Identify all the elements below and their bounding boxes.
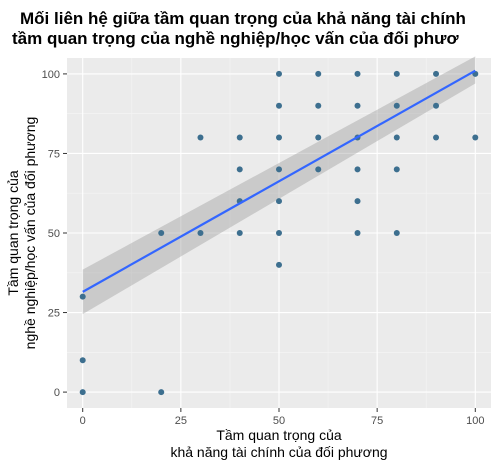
data-point	[315, 166, 322, 173]
data-point	[433, 134, 440, 141]
data-point	[393, 166, 400, 173]
data-point	[236, 166, 243, 173]
x-tick-label: 50	[273, 415, 285, 427]
data-point	[315, 134, 322, 141]
x-tick-label: 0	[80, 415, 86, 427]
x-axis-title-line-1: Tầm quan trọng của	[216, 427, 342, 443]
y-tick-label: 0	[54, 387, 60, 399]
data-point	[276, 70, 282, 77]
y-tick-label: 100	[42, 69, 60, 81]
data-point	[197, 230, 204, 236]
chart-title-line-1: Mối liên hệ giữa tầm quan trọng của khả …	[20, 9, 466, 28]
data-point	[315, 102, 322, 109]
confidence-band	[82, 56, 476, 315]
data-point	[276, 198, 282, 205]
data-point	[197, 134, 204, 141]
data-point	[276, 102, 282, 109]
chart-title-line-2: tầm quan trọng của nghề nghiệp/học vấn c…	[12, 29, 459, 48]
regression-line	[82, 69, 476, 293]
data-point	[236, 230, 243, 236]
data-point	[354, 198, 361, 205]
data-point	[472, 134, 479, 141]
data-point	[393, 134, 400, 141]
x-axis-title-line-2: khả năng tài chính của đối phương	[170, 444, 387, 460]
data-point	[354, 102, 361, 109]
x-axis-ticks: 0 25 50 75 100	[80, 408, 484, 427]
y-axis-ticks: 0 25 50 75 100	[42, 69, 67, 399]
data-point	[315, 70, 322, 77]
data-point	[276, 134, 282, 141]
data-point	[276, 230, 282, 236]
data-point	[236, 134, 243, 141]
fit-line-layer	[82, 69, 476, 293]
confidence-band-layer	[82, 56, 476, 315]
data-point	[354, 166, 361, 173]
data-point	[79, 389, 86, 396]
x-tick-label: 75	[371, 415, 383, 427]
y-tick-label: 75	[48, 148, 60, 160]
y-tick-label: 50	[48, 228, 60, 240]
data-point	[393, 230, 400, 236]
data-point	[354, 70, 361, 77]
data-point	[79, 293, 86, 300]
y-tick-label: 25	[48, 308, 60, 320]
data-point	[79, 357, 86, 364]
data-point	[276, 261, 282, 268]
data-point	[354, 230, 361, 236]
data-point	[393, 70, 400, 77]
data-point	[158, 230, 165, 236]
y-axis-title-line-1: Tầm quan trọng của	[5, 170, 21, 296]
data-point	[433, 70, 440, 77]
data-point	[433, 102, 440, 109]
data-point	[276, 166, 282, 173]
points-layer	[79, 70, 479, 396]
x-tick-label: 100	[466, 415, 484, 427]
x-tick-label: 25	[175, 415, 187, 427]
y-axis-title-line-2: nghề nghiệp/học vấn của đối phương	[22, 117, 38, 350]
data-point	[393, 102, 400, 109]
data-point	[158, 389, 165, 396]
